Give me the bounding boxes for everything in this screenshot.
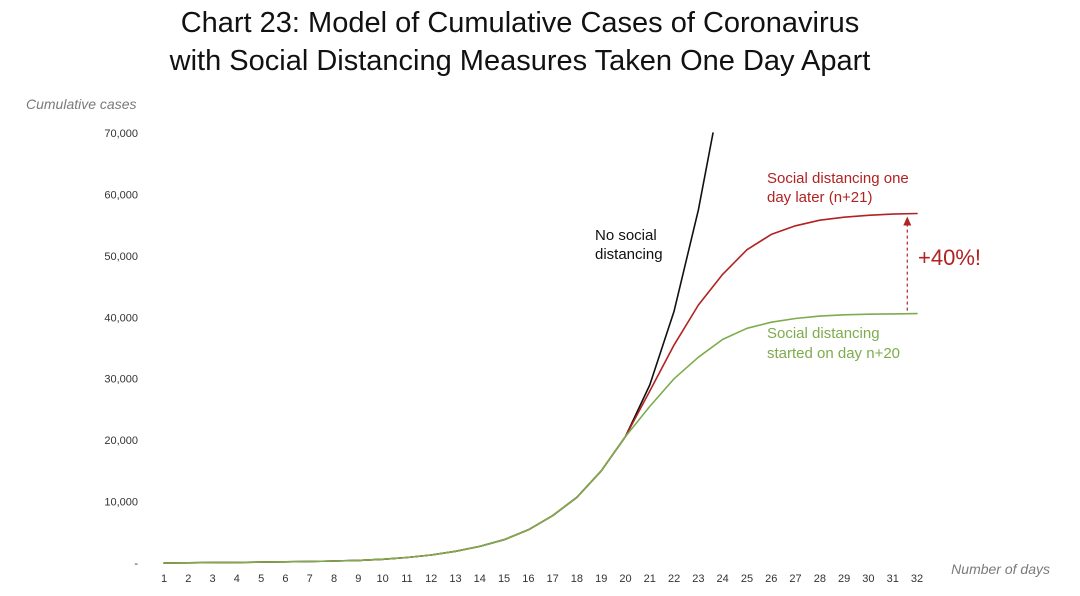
x-tick-label: 9: [355, 573, 361, 585]
chart-title-line-2: with Social Distancing Measures Taken On…: [169, 45, 871, 77]
y-tick-label: 50,000: [104, 251, 138, 263]
x-tick-label: 32: [911, 573, 923, 585]
x-tick-label: 24: [717, 573, 729, 585]
x-tick-label: 25: [741, 573, 753, 585]
increase-arrow-head: [903, 216, 912, 226]
x-tick-label: 26: [765, 573, 777, 585]
x-axis-title: Number of days: [951, 561, 1050, 577]
chart-title: Chart 23: Model of Cumulative Cases of C…: [0, 4, 1040, 80]
y-tick-label: 60,000: [104, 189, 138, 201]
x-tick-label: 19: [595, 573, 607, 585]
y-tick-label: 30,000: [104, 374, 138, 386]
annotation-late-line-1: Social distancing one: [767, 170, 909, 187]
x-tick-label: 10: [376, 573, 388, 585]
x-tick-label: 29: [838, 573, 850, 585]
annotation-no-sd-line-2: distancing: [595, 246, 663, 263]
annotation-late-line-2: day later (n+21): [767, 189, 872, 206]
y-tick-label: 10,000: [104, 497, 138, 509]
y-tick-label: 40,000: [104, 312, 138, 324]
x-tick-label: 31: [887, 573, 899, 585]
x-tick-label: 20: [619, 573, 631, 585]
series-line-1: [163, 132, 714, 564]
y-tick-label: 70,000: [104, 128, 138, 140]
x-tick-label: 7: [307, 573, 313, 585]
y-axis-title: Cumulative cases: [26, 96, 137, 112]
x-tick-label: 17: [547, 573, 559, 585]
x-tick-label: 1: [161, 573, 167, 585]
x-tick-label: 11: [401, 573, 412, 585]
y-axis: - 10,000 20,000 30,000 40,000 50,000 60,000 70,…: [104, 128, 138, 570]
x-tick-label: 18: [571, 573, 583, 585]
annotation-no-sd-line-1: No social: [595, 227, 657, 244]
annotation-early-line-2: started on day n+20: [767, 345, 900, 362]
x-tick-label: 13: [449, 573, 461, 585]
x-tick-label: 8: [331, 573, 337, 585]
x-tick-label: 4: [234, 573, 240, 585]
x-tick-label: 6: [282, 573, 288, 585]
x-tick-label: 12: [425, 573, 437, 585]
increase-arrow-group: [903, 216, 912, 311]
x-tick-label: 2: [185, 573, 191, 585]
chart-title-line-1: Chart 23: Model of Cumulative Cases of C…: [180, 7, 860, 39]
x-tick-label: 28: [814, 573, 826, 585]
annotation-early-line-1: Social distancing: [767, 325, 880, 342]
x-tick-label: 30: [862, 573, 874, 585]
x-tick-label: 22: [668, 573, 680, 585]
series-lines: [163, 132, 918, 564]
series-line-2: [163, 212, 918, 564]
x-tick-label: 15: [498, 573, 510, 585]
increase-label: +40%!: [918, 245, 981, 270]
x-tick-label: 14: [474, 573, 486, 585]
series-line-3: [163, 312, 918, 564]
x-tick-label: 23: [692, 573, 704, 585]
y-tick-label: -: [134, 558, 138, 570]
x-tick-label: 27: [789, 573, 801, 585]
x-tick-label: 3: [210, 573, 216, 585]
x-tick-label: 16: [522, 573, 534, 585]
x-axis: 1 2 3 4 5 6 7 8 9 10 11 12 13 14 15 16 17 18 19 20 21 22 23 24 2…: [161, 573, 923, 585]
y-tick-label: 20,000: [104, 435, 138, 447]
x-tick-label: 21: [644, 573, 656, 585]
x-tick-label: 5: [258, 573, 264, 585]
